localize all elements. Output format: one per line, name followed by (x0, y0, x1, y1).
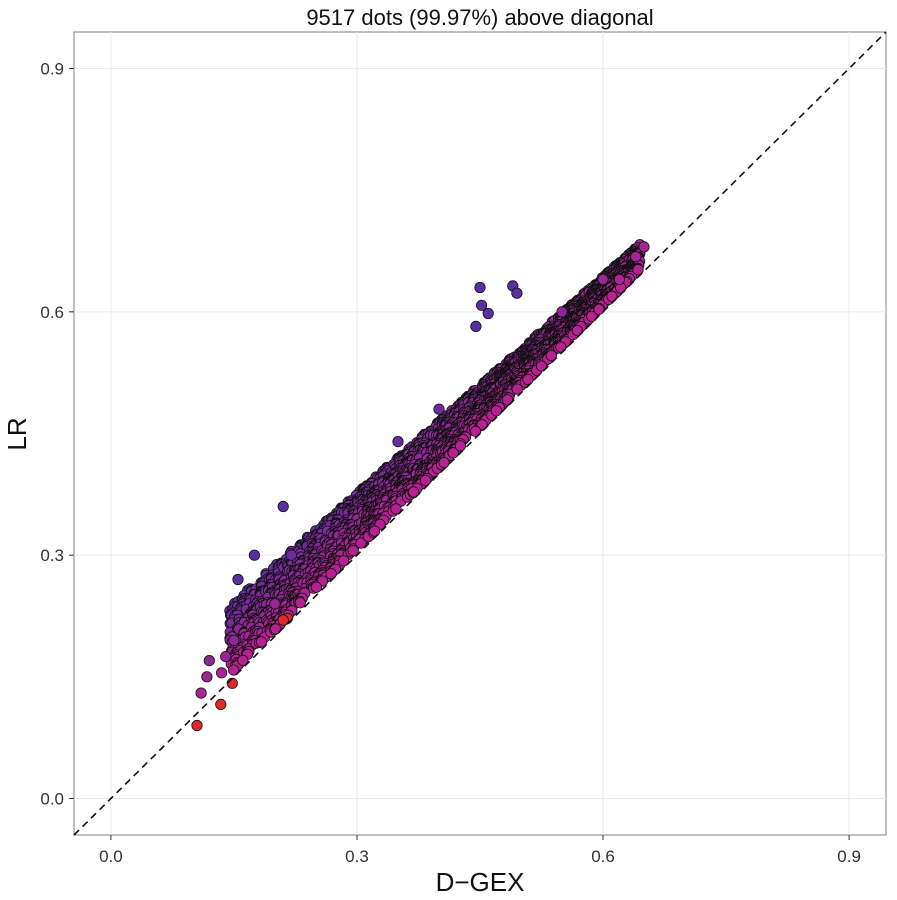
scatter-point (325, 568, 337, 580)
scatter-point (237, 654, 249, 667)
scatter-point (255, 636, 267, 648)
data-points (191, 239, 650, 732)
scatter-point (511, 383, 523, 395)
scatter-point (613, 273, 626, 285)
scatter-point (454, 440, 466, 452)
diagonal-reference-line (73, 31, 887, 836)
scatter-point (392, 435, 404, 448)
scatter-point (277, 500, 289, 513)
scatter-point (632, 264, 644, 276)
scatter-point (216, 667, 228, 679)
scatter-point (474, 281, 486, 294)
scatter-point (522, 373, 534, 386)
scatter-point (408, 486, 420, 498)
scatter-point (277, 614, 289, 626)
scatter-point (203, 654, 215, 667)
scatter-point (310, 581, 322, 593)
scatter-point (630, 251, 642, 263)
x-tick-label: 0.9 (837, 847, 861, 866)
scatter-point (419, 474, 432, 486)
scatter-point (511, 287, 523, 299)
scatter-point (390, 503, 402, 515)
scatter-point (545, 349, 557, 362)
y-tick-label: 0.0 (40, 790, 64, 809)
scatter-point (571, 324, 583, 337)
scatter-point (228, 634, 240, 646)
grid-lines (74, 32, 886, 835)
x-tick-label: 0.3 (345, 847, 369, 866)
scatter-point (475, 299, 488, 311)
scatter-point (433, 403, 445, 415)
x-tick-label: 0.0 (99, 847, 123, 866)
scatter-point (228, 664, 240, 676)
x-tick-label: 0.6 (591, 847, 615, 866)
scatter-point (606, 290, 618, 302)
scatter-point (195, 687, 207, 699)
scatter-point (347, 545, 359, 557)
scatter-point (490, 405, 502, 417)
scatter-point (638, 241, 650, 253)
scatter-point (215, 698, 227, 711)
scatter-point (482, 307, 494, 320)
scatter-point (226, 677, 238, 689)
scatter-point (338, 555, 350, 567)
scatter-point (220, 650, 232, 663)
scatter-point (201, 671, 213, 683)
scatter-point (368, 525, 381, 537)
scatter-point (597, 273, 609, 285)
scatter-point (555, 341, 567, 353)
scatter-point (355, 537, 367, 549)
y-tick-label: 0.3 (40, 546, 64, 565)
x-axis-ticks: 0.0 0.3 0.6 0.9 (99, 835, 861, 866)
scatter-point (556, 306, 568, 318)
scatter-point (285, 549, 297, 561)
scatter-point (470, 320, 482, 332)
y-axis-title: LR (2, 417, 32, 450)
scatter-point (593, 303, 605, 315)
scatter-point (586, 310, 598, 322)
x-axis-title: D−GEX (436, 867, 525, 897)
scatter-point (248, 549, 260, 561)
scatter-point (501, 394, 514, 406)
scatter-point (270, 623, 282, 635)
y-axis-ticks: 0.0 0.3 0.6 0.9 (40, 60, 74, 809)
scatter-point (469, 425, 482, 437)
scatter-point (232, 573, 244, 586)
y-tick-label: 0.6 (40, 303, 64, 322)
scatter-point (269, 598, 281, 610)
chart-title: 9517 dots (99.97%) above diagonal (306, 5, 653, 30)
y-tick-label: 0.9 (40, 60, 64, 79)
scatter-point (438, 456, 450, 469)
scatter-point (191, 719, 203, 732)
scatter-point (294, 597, 306, 609)
scatter-point (535, 360, 548, 372)
scatter-point (447, 447, 459, 459)
